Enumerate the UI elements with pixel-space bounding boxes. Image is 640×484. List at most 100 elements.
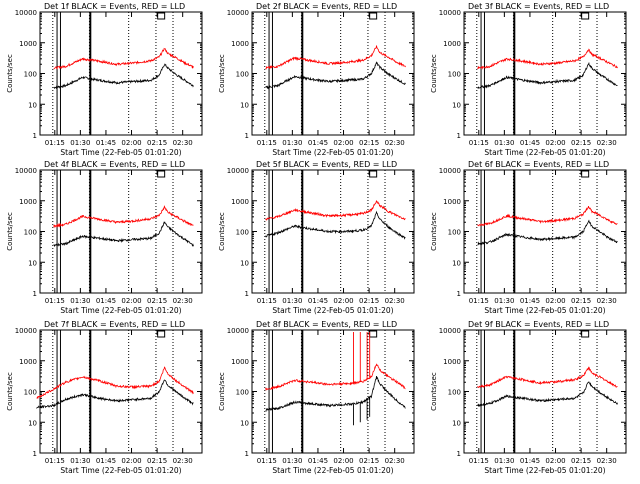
panel-title: Det 6f BLACK = Events, RED = LLD xyxy=(468,160,609,169)
y-tick-label: 1000 xyxy=(231,40,249,48)
y-tick-label: 1000 xyxy=(19,40,37,48)
x-tick-label: 01:15 xyxy=(257,139,277,147)
y-tick-label: 100 xyxy=(236,389,249,397)
y-tick-label: 1000 xyxy=(443,40,461,48)
x-tick-label: 01:45 xyxy=(96,457,116,465)
y-tick-label: 1000 xyxy=(443,198,461,206)
x-tick-label: 01:45 xyxy=(96,139,116,147)
interval-box-marker xyxy=(369,330,378,338)
lld-series-line xyxy=(265,45,406,70)
lld-series-line xyxy=(265,199,406,221)
y-tick-label: 10 xyxy=(452,101,461,109)
x-axis-label: Start Time (22-Feb-05 01:01:20) xyxy=(484,466,605,475)
x-axis-label: Start Time (22-Feb-05 01:01:20) xyxy=(272,306,393,315)
y-tick-label: 10 xyxy=(452,419,461,427)
y-axis-label: Counts/sec xyxy=(218,372,226,411)
x-tick-label: 02:00 xyxy=(121,139,141,147)
y-tick-label: 1 xyxy=(245,290,249,298)
x-tick-label: 01:30 xyxy=(70,457,90,465)
y-tick-label: 10000 xyxy=(15,167,37,175)
y-tick-label: 1 xyxy=(245,450,249,458)
y-tick-label: 10000 xyxy=(439,9,461,17)
y-tick-label: 100 xyxy=(448,229,461,237)
x-axis-label: Start Time (22-Feb-05 01:01:20) xyxy=(60,306,181,315)
x-tick-label: 02:00 xyxy=(545,139,565,147)
x-tick-label: 01:45 xyxy=(308,457,328,465)
y-tick-label: 1 xyxy=(457,132,461,140)
y-tick-label: 10000 xyxy=(227,327,249,335)
plot-frame xyxy=(39,11,203,136)
interval-box-marker xyxy=(369,12,378,20)
y-tick-label: 1 xyxy=(457,450,461,458)
x-tick-label: 02:15 xyxy=(359,297,379,305)
panel-det-9: Det 9f BLACK = Events, RED = LLD10000100… xyxy=(430,320,627,475)
x-tick-label: 01:30 xyxy=(494,139,514,147)
y-tick-label: 100 xyxy=(448,389,461,397)
lld-series-line xyxy=(477,48,618,70)
y-tick-label: 10000 xyxy=(439,167,461,175)
interval-box-marker xyxy=(581,330,590,338)
plot-frame xyxy=(463,11,627,136)
y-tick-label: 1 xyxy=(457,290,461,298)
lld-series-line xyxy=(36,366,194,400)
y-tick-label: 10 xyxy=(28,419,37,427)
y-tick-label: 10 xyxy=(240,101,249,109)
y-tick-label: 10000 xyxy=(227,9,249,17)
x-tick-label: 01:15 xyxy=(469,297,489,305)
x-tick-label: 02:30 xyxy=(385,139,405,147)
x-tick-label: 02:15 xyxy=(359,139,379,147)
events-series-line xyxy=(265,210,406,240)
x-tick-label: 02:00 xyxy=(545,457,565,465)
y-tick-label: 100 xyxy=(24,389,37,397)
interval-box-marker xyxy=(157,170,166,178)
y-axis-label: Counts/sec xyxy=(430,372,438,411)
x-tick-label: 02:15 xyxy=(147,297,167,305)
plot-frame xyxy=(463,329,627,454)
x-axis-label: Start Time (22-Feb-05 01:01:20) xyxy=(60,466,181,475)
y-tick-label: 1000 xyxy=(231,358,249,366)
panel-det-6: Det 6f BLACK = Events, RED = LLD 10000 100… xyxy=(430,160,627,315)
x-tick-label: 01:15 xyxy=(45,297,65,305)
lld-series-line xyxy=(477,366,618,389)
events-series-line xyxy=(53,63,194,90)
x-tick-label: 02:00 xyxy=(333,297,353,305)
interval-box-marker xyxy=(369,170,378,178)
x-tick-label: 02:00 xyxy=(121,457,141,465)
x-tick-label: 02:30 xyxy=(597,297,617,305)
panel-det-8: Det 8f BLACK = Events, RED = LLD 10000 100… xyxy=(218,320,415,475)
x-tick-label: 02:15 xyxy=(571,457,591,465)
x-tick-label: 02:30 xyxy=(385,457,405,465)
x-tick-label: 01:15 xyxy=(469,139,489,147)
panel-det-5: Det 5f BLACK = Events, RED = LLD10000100… xyxy=(218,160,415,315)
y-tick-label: 1 xyxy=(33,132,37,140)
panel-det-3: Det 3f BLACK = Events, RED = LLD10000100… xyxy=(430,2,627,157)
y-tick-label: 10 xyxy=(28,259,37,267)
interval-box-marker xyxy=(157,12,166,20)
lld-series-line xyxy=(265,363,406,391)
y-tick-label: 100 xyxy=(236,71,249,79)
y-tick-label: 100 xyxy=(24,71,37,79)
plot-frame xyxy=(463,169,627,294)
y-axis-label: Counts/sec xyxy=(6,372,14,411)
panel-title: Det 1f BLACK = Events, RED = LLD xyxy=(44,2,185,11)
lld-series-line xyxy=(53,47,194,70)
y-tick-label: 1 xyxy=(245,132,249,140)
x-tick-label: 01:45 xyxy=(520,139,540,147)
panel-title: Det 8f BLACK = Events, RED = LLD xyxy=(256,320,397,329)
plot-frame xyxy=(39,169,203,294)
events-series-line xyxy=(36,379,194,409)
x-tick-label: 01:15 xyxy=(257,297,277,305)
y-tick-label: 10 xyxy=(28,101,37,109)
interval-box-marker xyxy=(581,12,590,20)
x-tick-label: 01:30 xyxy=(282,297,302,305)
x-axis-label: Start Time (22-Feb-05 01:01:20) xyxy=(272,148,393,157)
plot-frame xyxy=(251,329,415,454)
y-axis-label: Counts/sec xyxy=(6,54,14,93)
y-tick-label: 1000 xyxy=(231,198,249,206)
events-series-line xyxy=(477,61,618,90)
y-tick-label: 10000 xyxy=(15,327,37,335)
x-tick-label: 01:30 xyxy=(494,457,514,465)
x-tick-label: 01:45 xyxy=(308,297,328,305)
y-axis-label: Counts/sec xyxy=(430,54,438,93)
